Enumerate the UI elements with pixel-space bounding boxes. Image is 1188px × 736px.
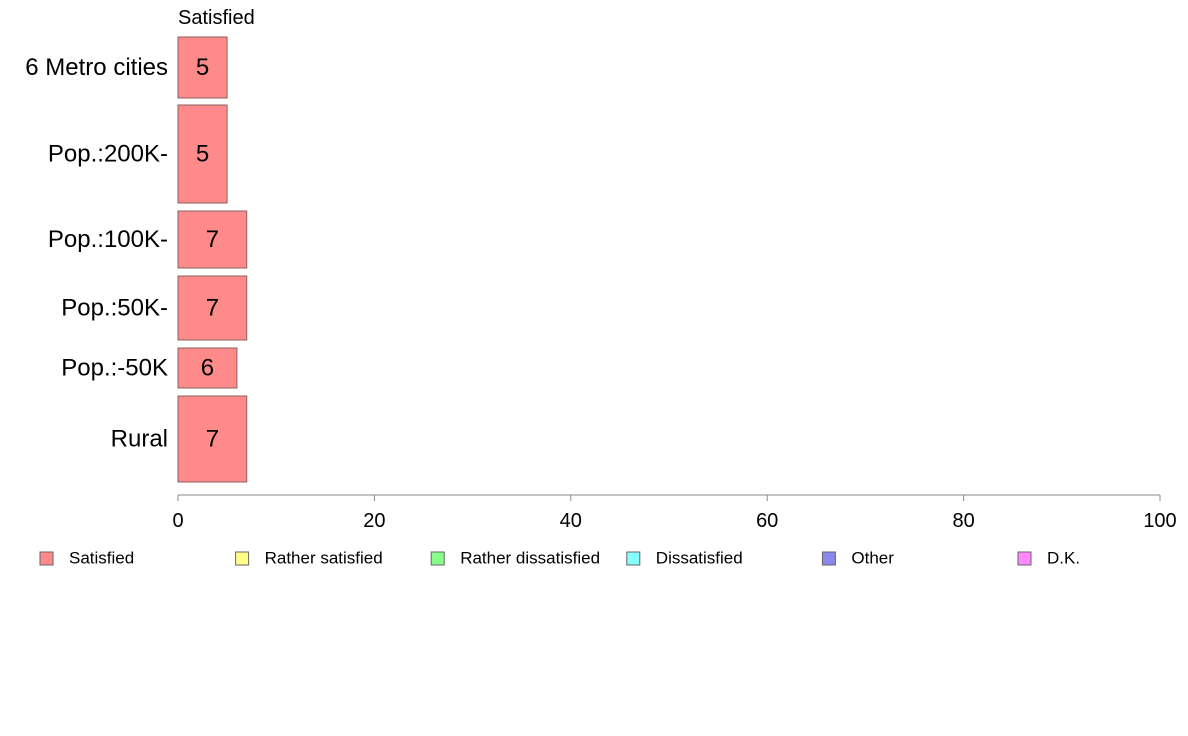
value-label: 5 — [196, 54, 209, 81]
value-label: 7 — [206, 295, 219, 322]
tick-label: 40 — [560, 510, 582, 532]
tick-label: 20 — [363, 510, 385, 532]
category-label: Pop.:200K- — [48, 141, 168, 168]
legend-swatch — [1018, 552, 1031, 565]
legend-label: Rather satisfied — [265, 549, 383, 568]
legend-label: Satisfied — [69, 549, 134, 568]
legend-swatch — [431, 552, 444, 565]
legend-label: Dissatisfied — [656, 549, 743, 568]
legend-label: Other — [851, 549, 894, 568]
legend-swatch — [236, 552, 249, 565]
category-label: Rural — [111, 426, 168, 453]
series-title: Satisfied — [178, 7, 255, 29]
value-label: 7 — [206, 226, 219, 253]
value-label: 5 — [196, 141, 209, 168]
legend: Satisfied Rather satisfied Rather dissatis… — [40, 549, 1080, 568]
legend-swatch — [40, 552, 53, 565]
bars-group: 5 6 Metro cities 5 Pop.:200K- 7 Pop.:100K- 7 Po… — [25, 37, 246, 482]
tick-label: 100 — [1143, 510, 1176, 532]
legend-label: Rather dissatisfied — [460, 549, 600, 568]
legend-swatch — [822, 552, 835, 565]
value-label: 7 — [206, 426, 219, 453]
category-label: Pop.:100K- — [48, 226, 168, 253]
legend-label: D.K. — [1047, 549, 1080, 568]
chart: Satisfied 5 6 Metro cities 5 Pop.:200K- 7 Pop… — [0, 0, 1188, 736]
tick-label: 0 — [172, 510, 183, 532]
tick-label: 80 — [952, 510, 974, 532]
tick-label: 60 — [756, 510, 778, 532]
category-label: 6 Metro cities — [25, 54, 168, 81]
x-axis: 0 20 40 60 80 100 — [172, 495, 1176, 532]
category-label: Pop.:-50K — [61, 355, 168, 382]
category-label: Pop.:50K- — [61, 295, 168, 322]
value-label: 6 — [201, 355, 214, 382]
legend-swatch — [627, 552, 640, 565]
